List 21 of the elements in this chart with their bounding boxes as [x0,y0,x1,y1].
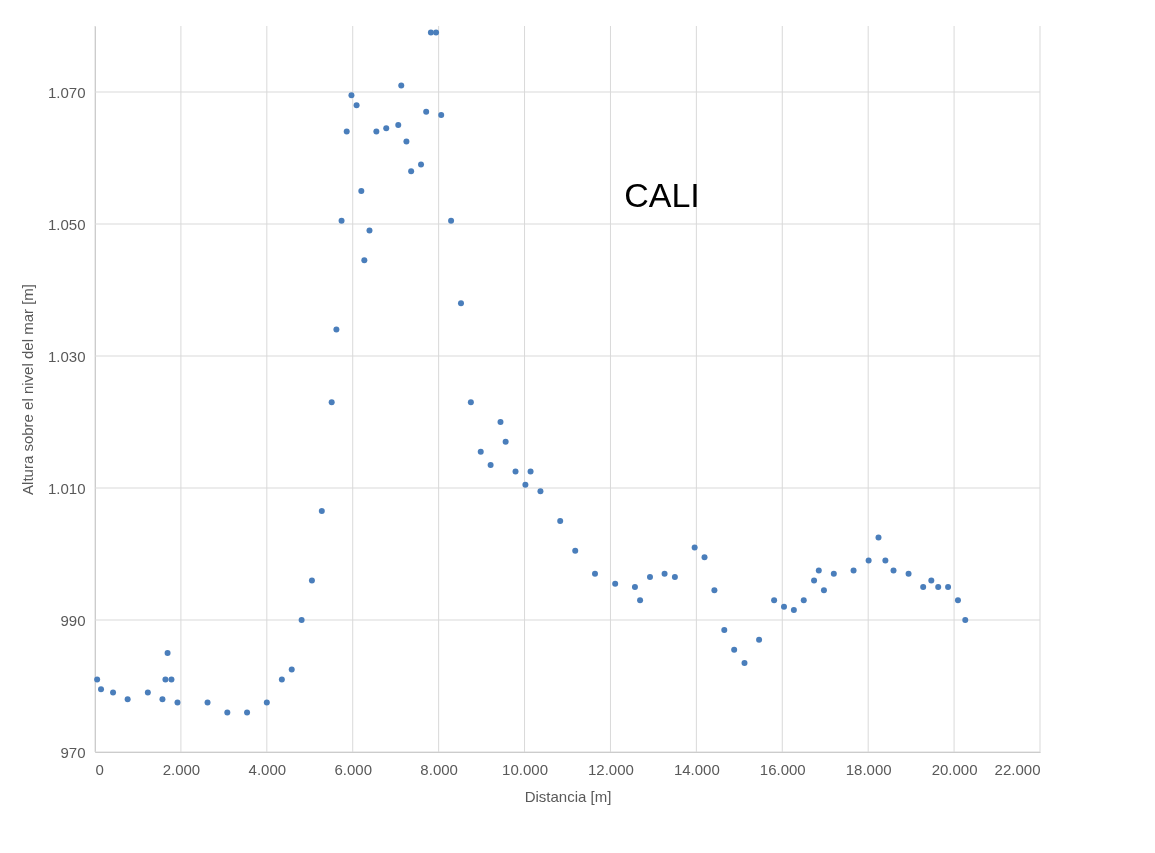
y-tick-label: 1.030 [47,347,86,365]
y-tick-label: 1.010 [47,479,86,497]
x-tick-label: 6.000 [334,760,372,778]
y-axis-title: Altura sobre el nivel del mar [m] [18,284,36,495]
y-tick-label: 1.050 [47,215,86,233]
x-tick-label: 14.000 [673,760,720,778]
x-tick-label: 20.000 [931,760,978,778]
x-tick-label: 16.000 [759,760,806,778]
x-tick-label: 10.000 [502,760,548,778]
annotation: CALI [624,175,700,214]
x-tick-label: 18.000 [845,760,892,778]
x-tick-label: 8.000 [420,760,458,778]
x-tick-label: 12.000 [588,760,634,778]
x-tick-label: 4.000 [248,760,287,778]
x-axis-title: Distancia [m] [524,787,612,805]
y-tick-label: 990 [60,611,86,629]
x-tick-label: 22.000 [994,760,1041,778]
x-tick-label: 0 [95,760,104,778]
y-tick-label: 1.070 [47,83,86,101]
y-tick-label: 970 [60,743,86,761]
x-tick-label: 2.000 [162,760,201,778]
